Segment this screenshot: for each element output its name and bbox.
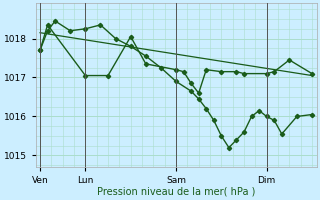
X-axis label: Pression niveau de la mer( hPa ): Pression niveau de la mer( hPa ) <box>97 187 255 197</box>
